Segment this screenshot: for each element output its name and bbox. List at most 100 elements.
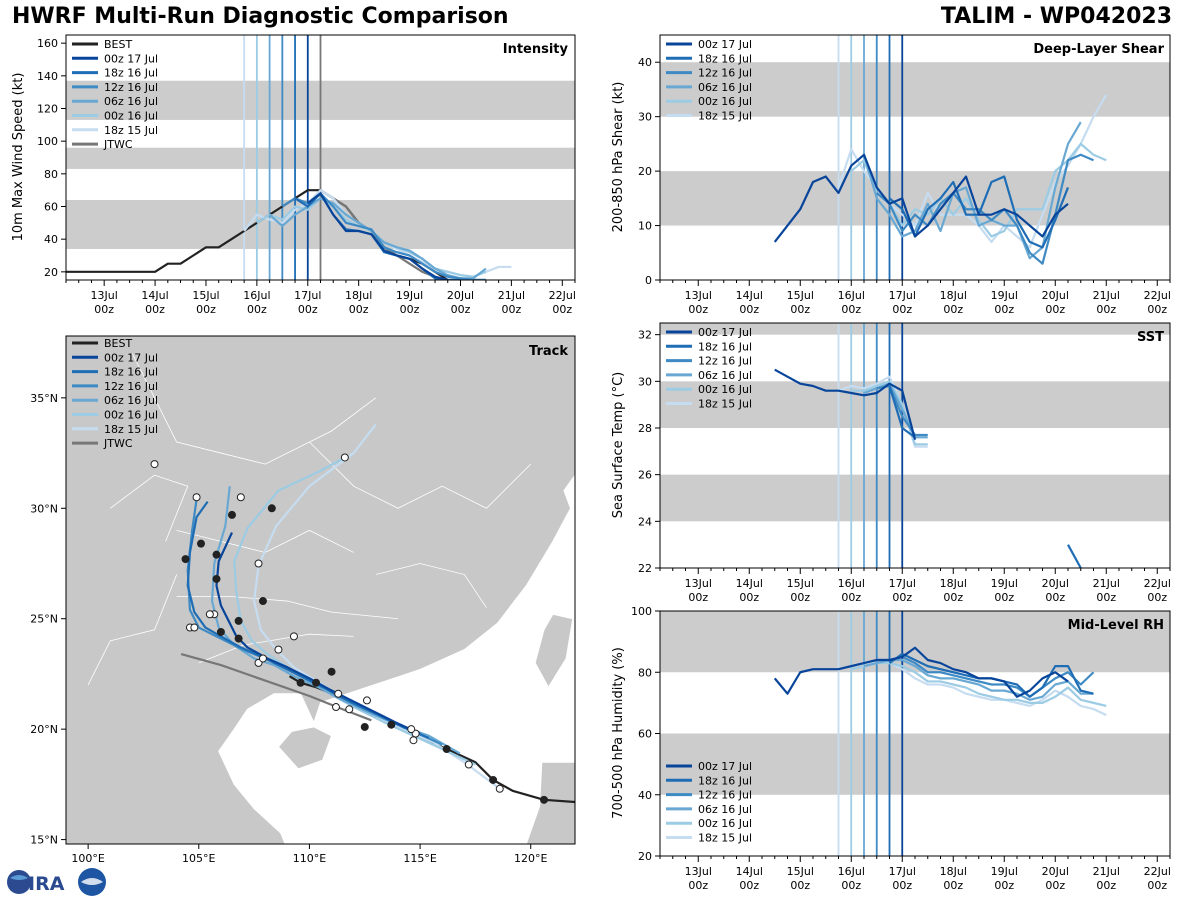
cira-logo: IRA	[7, 868, 106, 896]
x-tick-label-hour: 00z	[451, 303, 471, 316]
admin-boundary	[132, 353, 377, 465]
x-tick-label-day: 22Jul	[1144, 865, 1171, 878]
legend-label-00z-16-jul: 00z 16 Jul	[698, 95, 752, 108]
x-tick-label-day: 20Jul	[1042, 577, 1069, 590]
rh-title: Mid-Level RH	[1068, 618, 1164, 633]
x-tick-label-day: 14Jul	[736, 577, 763, 590]
x-tick-label-day: 15Jul	[787, 289, 814, 302]
intensity-title: Intensity	[503, 42, 569, 57]
page-title: HWRF Multi-Run Diagnostic Comparison	[12, 4, 509, 29]
track-line-00z-17-jul	[215, 532, 421, 735]
x-tick-label-day: 20Jul	[1042, 289, 1069, 302]
track-position-marker	[227, 510, 236, 519]
rh-ylabel: 700-500 hPa Humidity (%)	[611, 647, 626, 819]
lon-tick-label: 105°E	[182, 852, 215, 865]
x-tick-label-day: 14Jul	[736, 865, 763, 878]
x-tick-label-day: 18Jul	[940, 577, 967, 590]
y-tick-label: 30	[638, 111, 652, 124]
legend-label-00z-16-jul: 00z 16 Jul	[104, 409, 158, 422]
x-tick-label-hour: 00z	[943, 879, 963, 892]
y-tick-label: 40	[44, 233, 58, 246]
x-tick-label-hour: 00z	[994, 879, 1014, 892]
series-line-06z-16-jul	[863, 382, 928, 439]
y-tick-label: 120	[37, 103, 58, 116]
x-tick-label-day: 16Jul	[838, 289, 865, 302]
track-position-marker	[150, 460, 159, 469]
x-tick-label-day: 13Jul	[685, 289, 712, 302]
track-position-marker	[258, 597, 267, 606]
x-tick-label-hour: 00z	[841, 591, 861, 604]
intensity-ylabel: 10m Max Wind Speed (kt)	[11, 73, 26, 242]
threshold-band	[660, 62, 1170, 117]
track-position-marker	[407, 725, 416, 734]
legend-label-06z-16-jul: 06z 16 Jul	[698, 369, 752, 382]
x-tick-label-hour: 00z	[994, 303, 1014, 316]
series-line-00z-16-jul	[851, 380, 928, 446]
track-position-marker	[267, 504, 276, 513]
admin-boundary	[87, 574, 178, 686]
sst-ylabel: Sea Surface Temp (°C)	[611, 372, 626, 519]
legend-label-12z-16-jul: 12z 16 Jul	[698, 355, 752, 368]
track-position-marker	[196, 539, 205, 548]
x-tick-label-hour: 00z	[1045, 591, 1065, 604]
shear-ylabel: 200-850 hPa Shear (kt)	[611, 82, 626, 233]
lon-tick-label: 115°E	[403, 852, 436, 865]
series-line-00z-16-jul	[850, 661, 1107, 708]
legend-label-18z-15-jul: 18z 15 Jul	[104, 124, 158, 137]
track-title: Track	[529, 344, 568, 359]
legend-label-06z-16-jul: 06z 16 Jul	[698, 803, 752, 816]
x-tick-label-hour: 00z	[1147, 879, 1167, 892]
track-position-marker	[212, 574, 221, 583]
y-tick-label: 100	[37, 135, 58, 148]
x-tick-label-day: 17Jul	[889, 577, 916, 590]
track-position-marker	[442, 745, 451, 754]
legend-label-06z-16-jul: 06z 16 Jul	[104, 394, 158, 407]
x-tick-label-hour: 00z	[688, 591, 708, 604]
x-tick-label-hour: 00z	[943, 303, 963, 316]
y-tick-label: 22	[638, 562, 652, 575]
y-tick-label: 160	[37, 37, 58, 50]
legend-label-00z-17-jul: 00z 17 Jul	[104, 351, 158, 364]
x-tick-label-hour: 00z	[790, 879, 810, 892]
track-position-marker	[296, 678, 305, 687]
lon-tick-label: 100°E	[71, 852, 104, 865]
track-position-marker	[312, 678, 321, 687]
legend-label-best: BEST	[104, 337, 132, 350]
admin-boundary	[176, 596, 398, 620]
y-tick-label: 140	[37, 70, 58, 83]
map-frame	[65, 335, 576, 845]
x-tick-label-hour: 00z	[943, 591, 963, 604]
admin-boundary	[375, 563, 487, 608]
track-position-marker	[540, 795, 549, 804]
x-tick-label-hour: 00z	[892, 879, 912, 892]
legend-label-00z-17-jul: 00z 17 Jul	[698, 38, 752, 51]
rh-chart: 2040608010013Jul00z14Jul00z15Jul00z16Jul…	[611, 605, 1171, 892]
x-tick-label-hour: 00z	[145, 303, 165, 316]
mainland-landmass	[66, 336, 575, 844]
track-position-marker	[181, 555, 190, 564]
lon-tick-label: 110°E	[293, 852, 326, 865]
taiwan-island	[534, 613, 574, 689]
x-tick-label-hour: 00z	[1045, 879, 1065, 892]
x-tick-label-day: 18Jul	[940, 865, 967, 878]
x-tick-label-day: 19Jul	[991, 577, 1018, 590]
threshold-band	[660, 171, 1170, 226]
x-tick-label-day: 13Jul	[91, 289, 118, 302]
x-tick-label-hour: 00z	[841, 303, 861, 316]
legend-label-18z-16-jul: 18z 16 Jul	[104, 67, 158, 80]
legend-label-best: BEST	[104, 38, 132, 51]
threshold-band	[660, 381, 1170, 428]
legend-label-00z-17-jul: 00z 17 Jul	[698, 760, 752, 773]
legend-label-00z-17-jul: 00z 17 Jul	[104, 52, 158, 65]
track-position-marker	[345, 705, 354, 714]
y-tick-label: 28	[638, 422, 652, 435]
x-tick-label-day: 17Jul	[889, 289, 916, 302]
track-position-marker	[274, 645, 283, 654]
legend-label-18z-15-jul: 18z 15 Jul	[698, 110, 752, 123]
shear-title: Deep-Layer Shear	[1033, 42, 1164, 57]
cira-logo-globe-icon	[7, 870, 31, 894]
x-tick-label-hour: 00z	[790, 591, 810, 604]
track-position-marker	[360, 722, 369, 731]
series-line-18z-16-jul	[1067, 544, 1082, 568]
